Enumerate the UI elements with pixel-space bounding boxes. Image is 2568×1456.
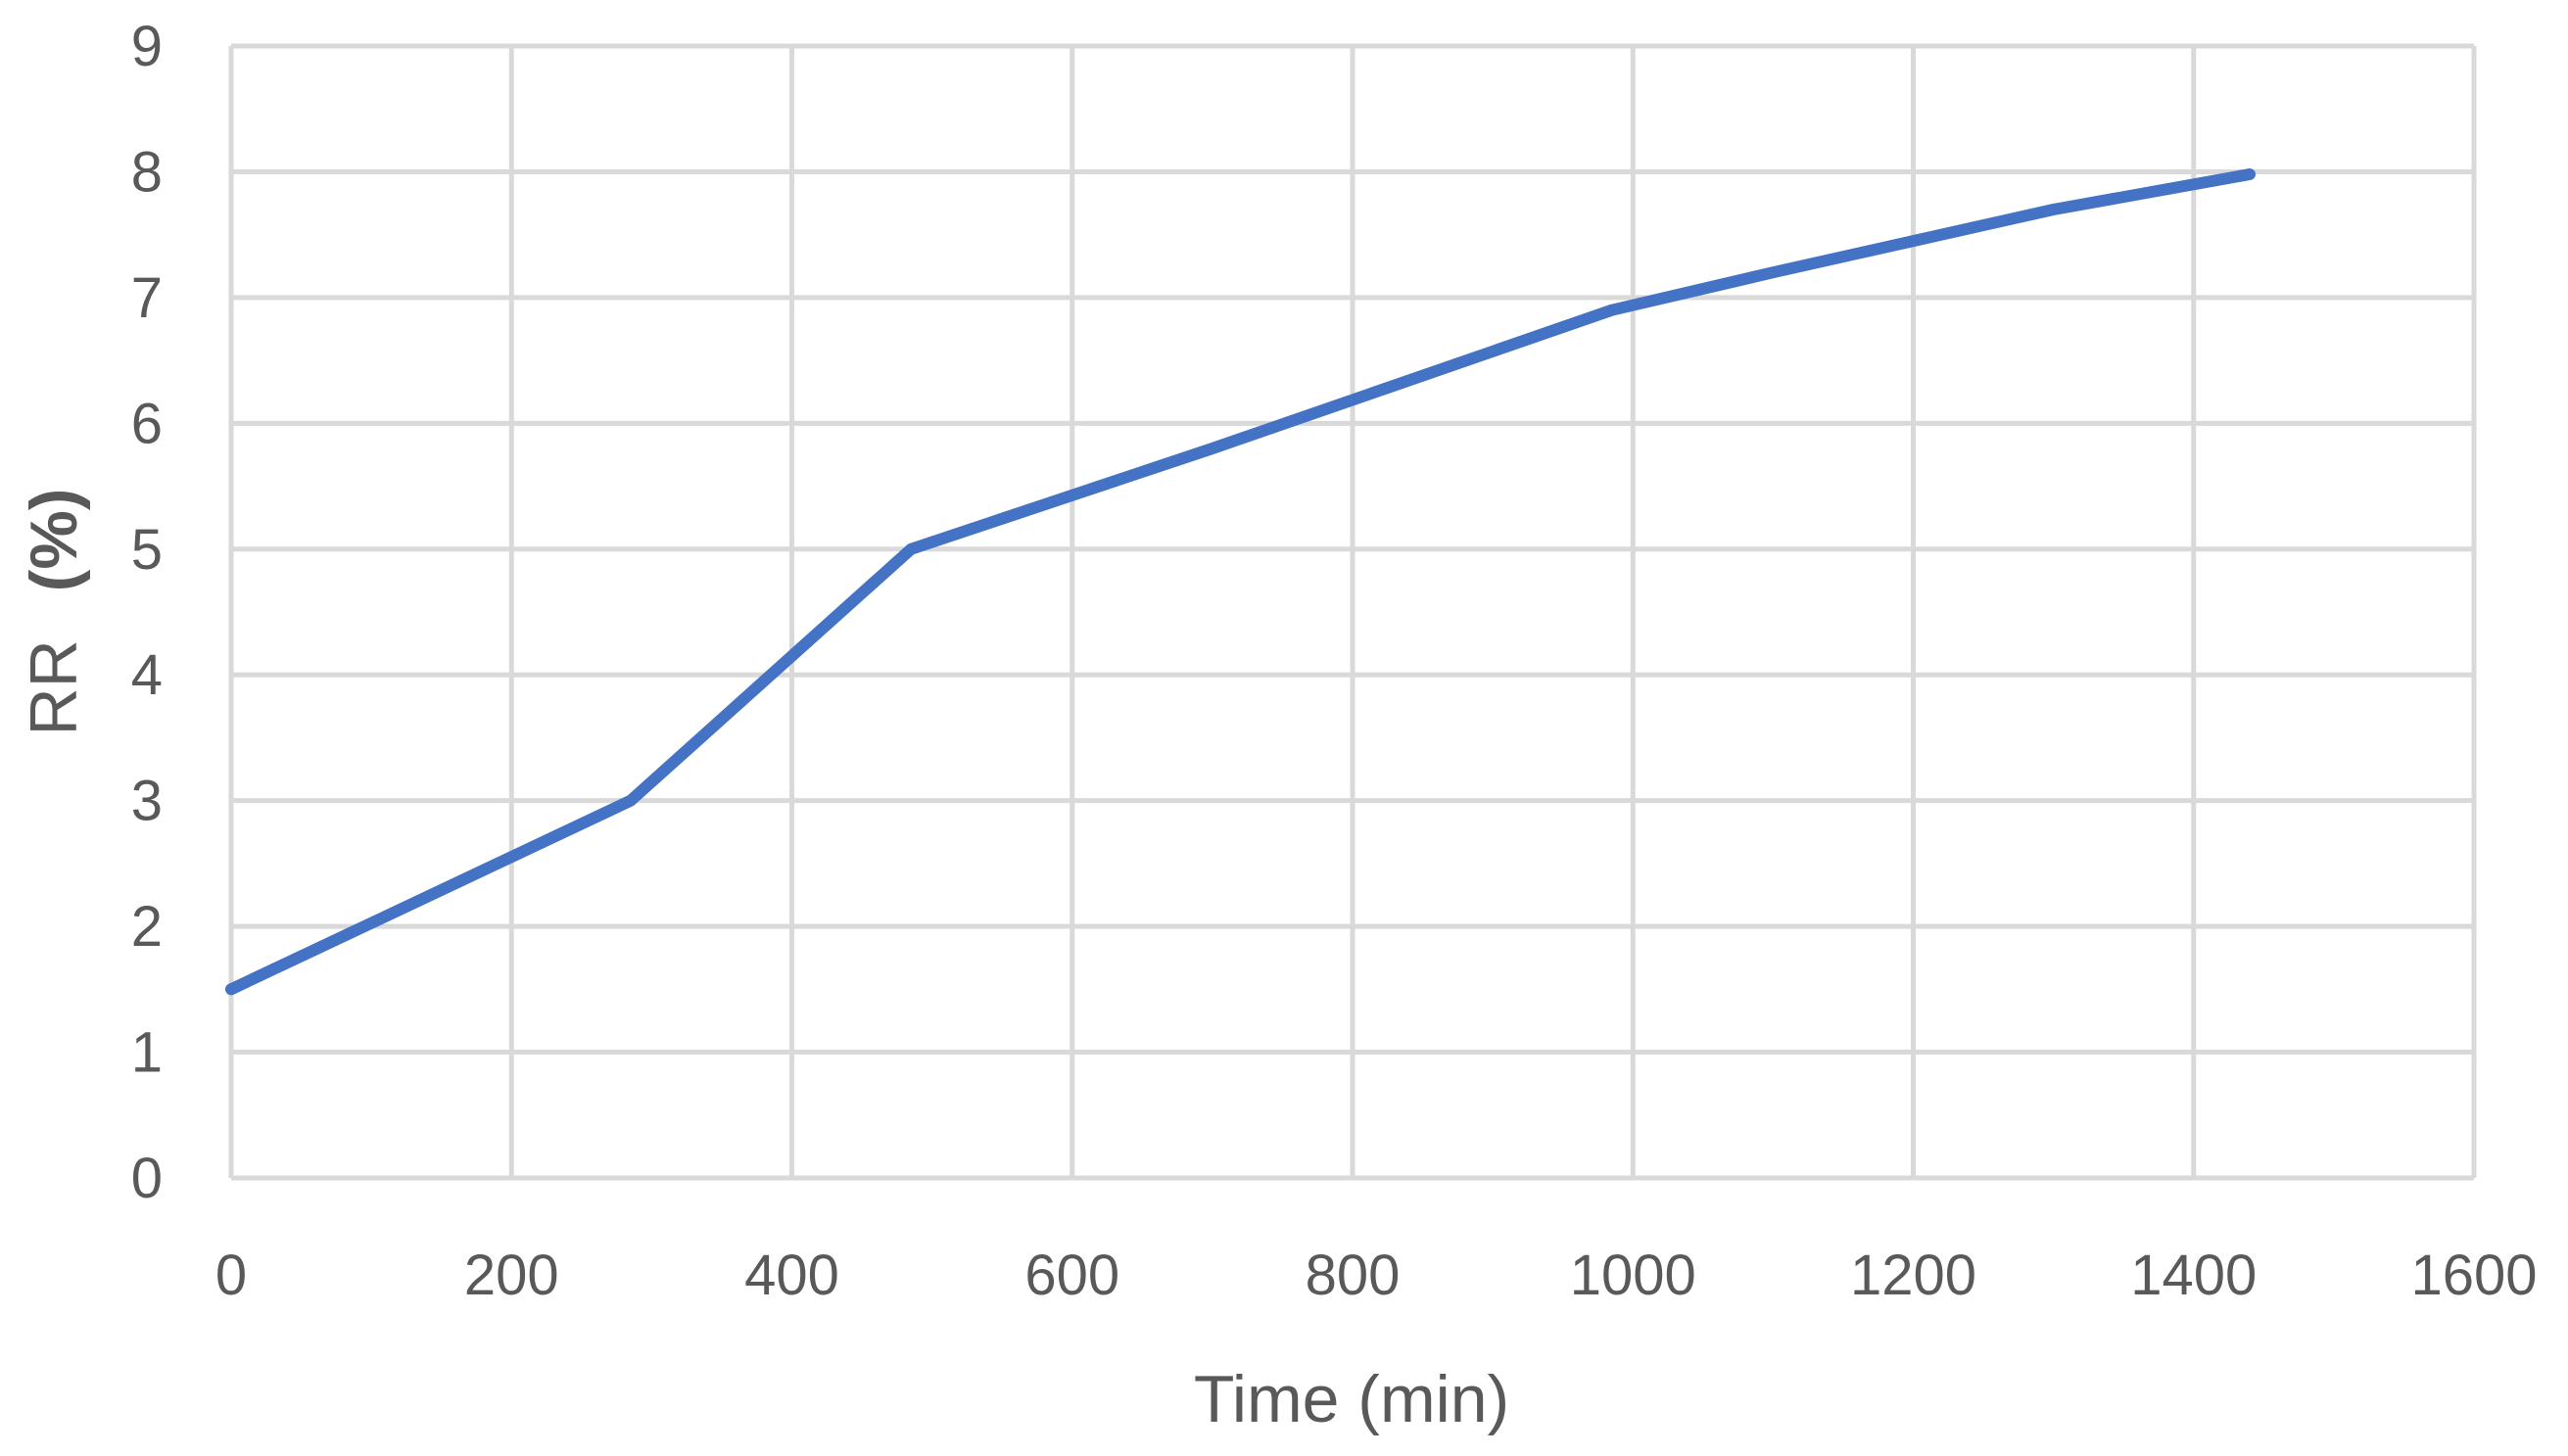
- y-tick-label: 8: [131, 140, 163, 204]
- x-axis-title: Time (min): [1194, 1362, 1509, 1436]
- x-tick-label: 1600: [2410, 1244, 2537, 1307]
- x-axis-tick-labels: 0 200 400 600 800 1000 1200 1400 1600: [215, 1244, 2538, 1307]
- x-tick-label: 200: [464, 1244, 559, 1307]
- y-axis-title-unit: (%): [17, 489, 91, 592]
- y-tick-label: 5: [131, 518, 163, 582]
- grid: [231, 43, 2477, 1178]
- x-tick-label: 800: [1306, 1244, 1401, 1307]
- series-group: [225, 168, 2256, 996]
- y-tick-label: 3: [131, 770, 163, 833]
- x-tick-label: 1400: [2130, 1244, 2257, 1307]
- y-axis-title: RR (%): [17, 489, 91, 736]
- series-line: [225, 168, 2256, 996]
- y-axis-tick-labels: 0 1 2 3 4 5 6 7 8 9: [131, 15, 163, 1210]
- y-tick-label: 4: [131, 643, 163, 707]
- y-tick-label: 1: [131, 1021, 163, 1085]
- y-tick-label: 0: [131, 1147, 163, 1210]
- x-tick-label: 1000: [1570, 1244, 1696, 1307]
- y-tick-label: 7: [131, 266, 163, 330]
- x-tick-label: 1200: [1850, 1244, 1976, 1307]
- x-tick-label: 0: [215, 1244, 247, 1307]
- x-tick-label: 400: [744, 1244, 839, 1307]
- x-tick-label: 600: [1024, 1244, 1119, 1307]
- y-tick-label: 6: [131, 392, 163, 455]
- y-tick-label: 9: [131, 15, 163, 78]
- y-tick-label: 2: [131, 895, 163, 959]
- y-axis-title-main: RR: [17, 639, 91, 735]
